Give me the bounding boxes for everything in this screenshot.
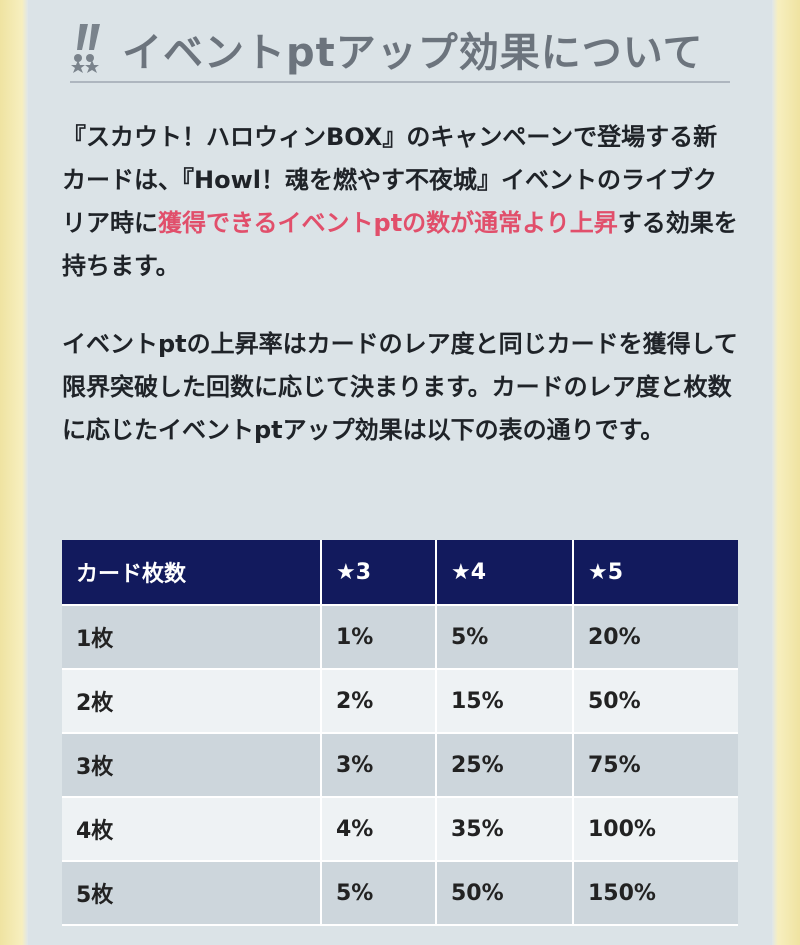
- table-header-row: カード枚数 ★3 ★4 ★5: [62, 540, 738, 606]
- cell-rarity-4: 35%: [437, 798, 574, 862]
- header-card-count: カード枚数: [62, 540, 322, 606]
- table-row: 5枚 5% 50% 150%: [62, 862, 738, 926]
- cell-rarity-4: 15%: [437, 670, 574, 734]
- cell-rarity-5: 100%: [574, 798, 738, 862]
- title-underline: [70, 81, 730, 83]
- cell-rarity-4: 50%: [437, 862, 574, 926]
- table-row: 4枚 4% 35% 100%: [62, 798, 738, 862]
- explanation-paragraph: イベントptの上昇率はカードのレア度と同じカードを獲得して限界突破した回数に応じ…: [62, 330, 738, 444]
- header-rarity-4: ★4: [437, 540, 574, 606]
- cell-rarity-5: 20%: [574, 606, 738, 670]
- header-rarity-5: ★5: [574, 540, 738, 606]
- section-heading: イベントptアップ効果について: [70, 18, 730, 90]
- intro-text-before: 『スカウト！ハロウィンBOX』のキャンペーンで登場する新カードは、『Howl！魂…: [62, 123, 718, 237]
- event-pt-bonus-table: カード枚数 ★3 ★4 ★5 1枚 1% 5% 20% 2枚 2% 15% 50: [62, 540, 738, 926]
- cell-card-count: 4枚: [62, 798, 322, 862]
- double-exclamation-stars-icon: [70, 18, 122, 76]
- cell-rarity-4: 25%: [437, 734, 574, 798]
- cell-rarity-3: 4%: [322, 798, 437, 862]
- cell-rarity-5: 150%: [574, 862, 738, 926]
- cell-card-count: 5枚: [62, 862, 322, 926]
- table-row: 3枚 3% 25% 75%: [62, 734, 738, 798]
- bonus-table-wrapper: カード枚数 ★3 ★4 ★5 1枚 1% 5% 20% 2枚 2% 15% 50: [62, 540, 738, 926]
- cell-card-count: 2枚: [62, 670, 322, 734]
- cell-card-count: 3枚: [62, 734, 322, 798]
- cell-rarity-5: 75%: [574, 734, 738, 798]
- cell-rarity-5: 50%: [574, 670, 738, 734]
- table-row: 2枚 2% 15% 50%: [62, 670, 738, 734]
- table-row: 1枚 1% 5% 20%: [62, 606, 738, 670]
- cell-rarity-4: 5%: [437, 606, 574, 670]
- intro-text-after: する効果を持ちます。: [62, 209, 738, 280]
- cell-rarity-3: 3%: [322, 734, 437, 798]
- cell-rarity-3: 1%: [322, 606, 437, 670]
- cell-rarity-3: 5%: [322, 862, 437, 926]
- intro-paragraph: 『スカウト！ハロウィンBOX』のキャンペーンで登場する新カードは、『Howl！魂…: [62, 116, 738, 288]
- cell-rarity-3: 2%: [322, 670, 437, 734]
- header-rarity-3: ★3: [322, 540, 437, 606]
- section-title: イベントptアップ効果について: [122, 30, 704, 76]
- intro-highlight: 獲得できるイベントptの数が通常より上昇: [158, 209, 618, 237]
- cell-card-count: 1枚: [62, 606, 322, 670]
